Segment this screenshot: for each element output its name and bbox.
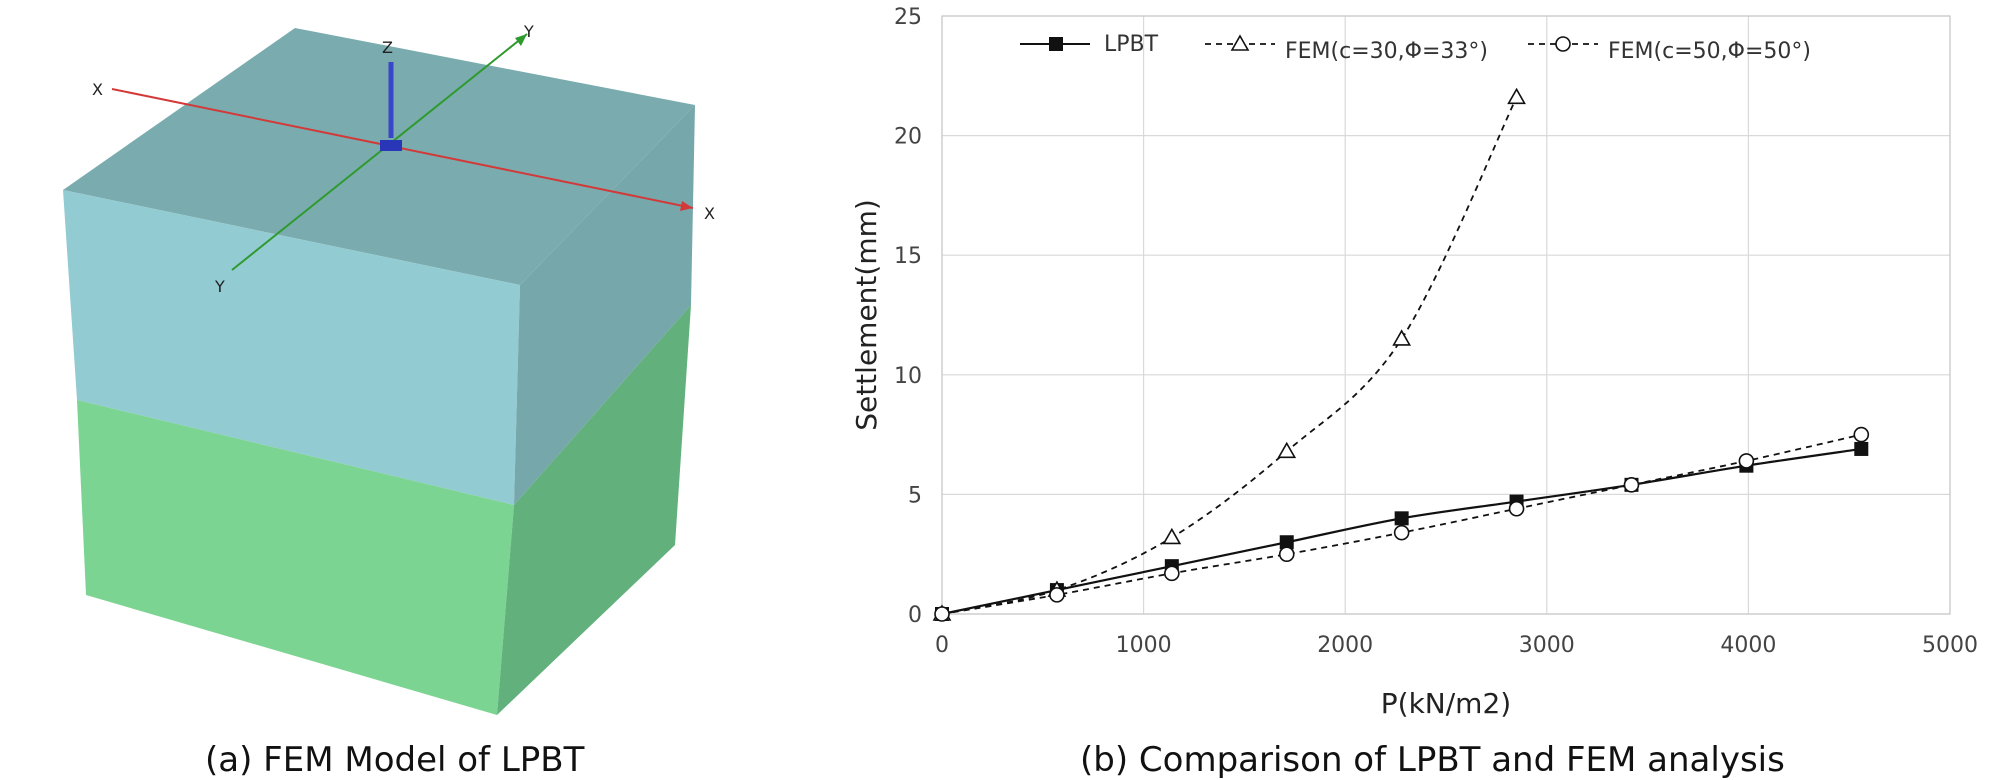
block-top-face <box>63 28 695 285</box>
legend-item-fem-c50: FEM(c=50,Φ=50°) <box>1528 36 1811 64</box>
data-point-circle <box>1738 453 1755 469</box>
legend: LPBT FEM(c=30,Φ=33°) FEM(c=50,Φ=50°) <box>1020 32 1811 64</box>
y-tick-label: 20 <box>894 125 922 150</box>
x-tick-label: 2000 <box>1317 633 1373 658</box>
lower-layer-side-face <box>497 305 691 715</box>
caption-comparison: (b) Comparison of LPBT and FEM analysis <box>1080 740 1785 780</box>
caption-fem-model: (a) FEM Model of LPBT <box>205 740 585 780</box>
legend-label-lpbt: LPBT <box>1104 32 1159 57</box>
x-axis-label-left: X <box>92 80 103 99</box>
data-point-triangle <box>1277 441 1297 459</box>
data-point-triangle <box>1162 527 1182 545</box>
y-tick-label: 0 <box>908 603 922 628</box>
legend-label-fem-c50: FEM(c=50,Φ=50°) <box>1608 39 1811 64</box>
data-point-circle <box>1164 565 1180 582</box>
data-point-square <box>1279 535 1294 550</box>
legend-item-fem-c30: FEM(c=30,Φ=33°) <box>1205 34 1488 64</box>
data-point-circle <box>1393 524 1410 541</box>
x-axis-line <box>111 88 694 209</box>
x-tick-label: 0 <box>935 633 949 658</box>
legend-label-fem-c30: FEM(c=30,Φ=33°) <box>1285 39 1488 64</box>
y-axis-label-top: Y <box>523 22 534 41</box>
data-point-circle <box>1623 477 1640 493</box>
y-axis-arrowhead <box>515 34 527 46</box>
y-tick-label: 25 <box>894 5 922 30</box>
x-tick-label: 4000 <box>1720 633 1776 658</box>
upper-layer-side-face <box>514 105 695 505</box>
data-point-circle <box>1508 500 1525 517</box>
y-axis-title: Settlement(mm) <box>850 199 883 431</box>
legend-marker-fem-c50 <box>1555 36 1571 52</box>
origin-marker <box>380 140 402 151</box>
z-axis-label: Z <box>382 38 393 57</box>
x-tick-label: 1000 <box>1116 633 1172 658</box>
fem-model-3d: X X Y Y Z <box>63 22 715 715</box>
legend-marker-fem-c30 <box>1230 34 1250 51</box>
series-1 <box>932 87 1526 621</box>
y-tick-label: 5 <box>908 483 922 508</box>
data-point-square <box>1394 511 1409 526</box>
upper-layer-front-face <box>63 190 520 505</box>
data-point-triangle <box>1392 329 1412 346</box>
data-point-circle <box>934 606 950 622</box>
x-tick-label: 3000 <box>1519 633 1575 658</box>
lower-layer-front-face <box>77 400 514 715</box>
data-point-circle <box>1049 587 1065 603</box>
x-axis-arrowhead <box>680 201 693 211</box>
y-axis-label-bottom: Y <box>214 277 225 296</box>
plot-area-border <box>941 15 1951 615</box>
x-axis-title: P(kN/m2) <box>1381 687 1511 720</box>
x-tick-label: 5000 <box>1922 633 1978 658</box>
data-series <box>932 87 1870 622</box>
y-tick-label: 10 <box>894 364 922 389</box>
legend-marker-lpbt <box>1049 37 1063 51</box>
data-point-triangle <box>1507 87 1526 105</box>
x-axis-label-right: X <box>704 204 715 223</box>
legend-item-lpbt: LPBT <box>1020 32 1159 57</box>
data-point-square <box>1854 441 1869 456</box>
axis-ticks: 0 1000 2000 3000 4000 5000 0 5 10 15 20 25 <box>894 5 1978 658</box>
y-axis-line <box>231 33 528 271</box>
data-point-circle <box>1278 546 1295 563</box>
data-point-circle <box>1853 426 1870 443</box>
y-tick-label: 15 <box>894 244 922 269</box>
series-2 <box>934 426 1870 622</box>
series-line <box>941 96 1518 615</box>
settlement-chart: 0 1000 2000 3000 4000 5000 0 5 10 15 20 25 P(kN/m2)… <box>850 5 1978 720</box>
